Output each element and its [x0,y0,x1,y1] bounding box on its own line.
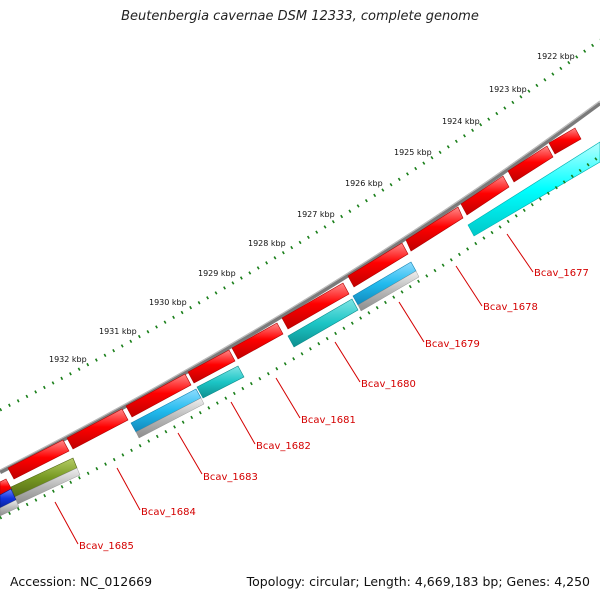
ruler-label: 1923 kbp [489,85,527,94]
ruler-label: 1930 kbp [149,298,187,307]
reverse-strand-genes [0,141,600,517]
gene-feature [125,373,192,418]
gene-feature [0,499,20,517]
locus-tag-label: Bcav_1677 [534,268,589,279]
map-title: Beutenbergia cavernae DSM 12333, complet… [121,9,479,24]
locus-tag-label: Bcav_1678 [483,302,538,313]
gene-feature [507,145,554,183]
ruler-labels: 1922 kbp 1923 kbp 1924 kbp 1925 kbp 1926… [49,52,575,364]
gene-feature [467,141,600,237]
locus-tag-label: Bcav_1683 [203,472,258,483]
ruler-label: 1922 kbp [537,52,575,61]
locus-tag-labels: Bcav_1677 Bcav_1678 Bcav_1679 Bcav_1680 … [79,268,589,552]
gene-feature [196,365,245,399]
locus-tag-label: Bcav_1684 [141,507,196,518]
locus-leader-lines [54,233,534,545]
ruler-label: 1932 kbp [49,355,87,364]
gene-feature [548,127,582,155]
gene-feature [66,408,129,450]
locus-tag-label: Bcav_1679 [425,339,480,350]
gene-feature [281,282,350,330]
ruler-label: 1929 kbp [198,269,236,278]
genome-backbone [0,101,600,475]
gene-feature [357,270,420,312]
gene-feature [7,439,70,480]
ruler-label: 1924 kbp [442,117,480,126]
ruler-label: 1931 kbp [99,327,137,336]
ruler-label: 1925 kbp [394,148,432,157]
forward-strand-genes [0,127,582,497]
gene-feature [287,298,359,348]
gene-feature [405,206,464,252]
ruler-tick-marks [0,38,600,412]
gene-feature [14,467,81,505]
gene-feature [347,242,409,288]
locus-tag-label: Bcav_1685 [79,541,134,552]
accession-label: Accession: NC_012669 [10,574,153,589]
gene-feature [460,175,510,216]
topology-summary: Topology: circular; Length: 4,669,183 bp… [246,574,590,589]
ruler-label: 1928 kbp [248,239,286,248]
gene-feature [187,349,236,384]
ruler-label: 1927 kbp [297,210,335,219]
locus-tag-label: Bcav_1681 [301,415,356,426]
gene-feature [231,322,284,360]
ruler-label: 1926 kbp [345,179,383,188]
gene-feature [135,397,205,439]
locus-tag-label: Bcav_1680 [361,379,416,390]
locus-tag-label: Bcav_1682 [256,441,311,452]
